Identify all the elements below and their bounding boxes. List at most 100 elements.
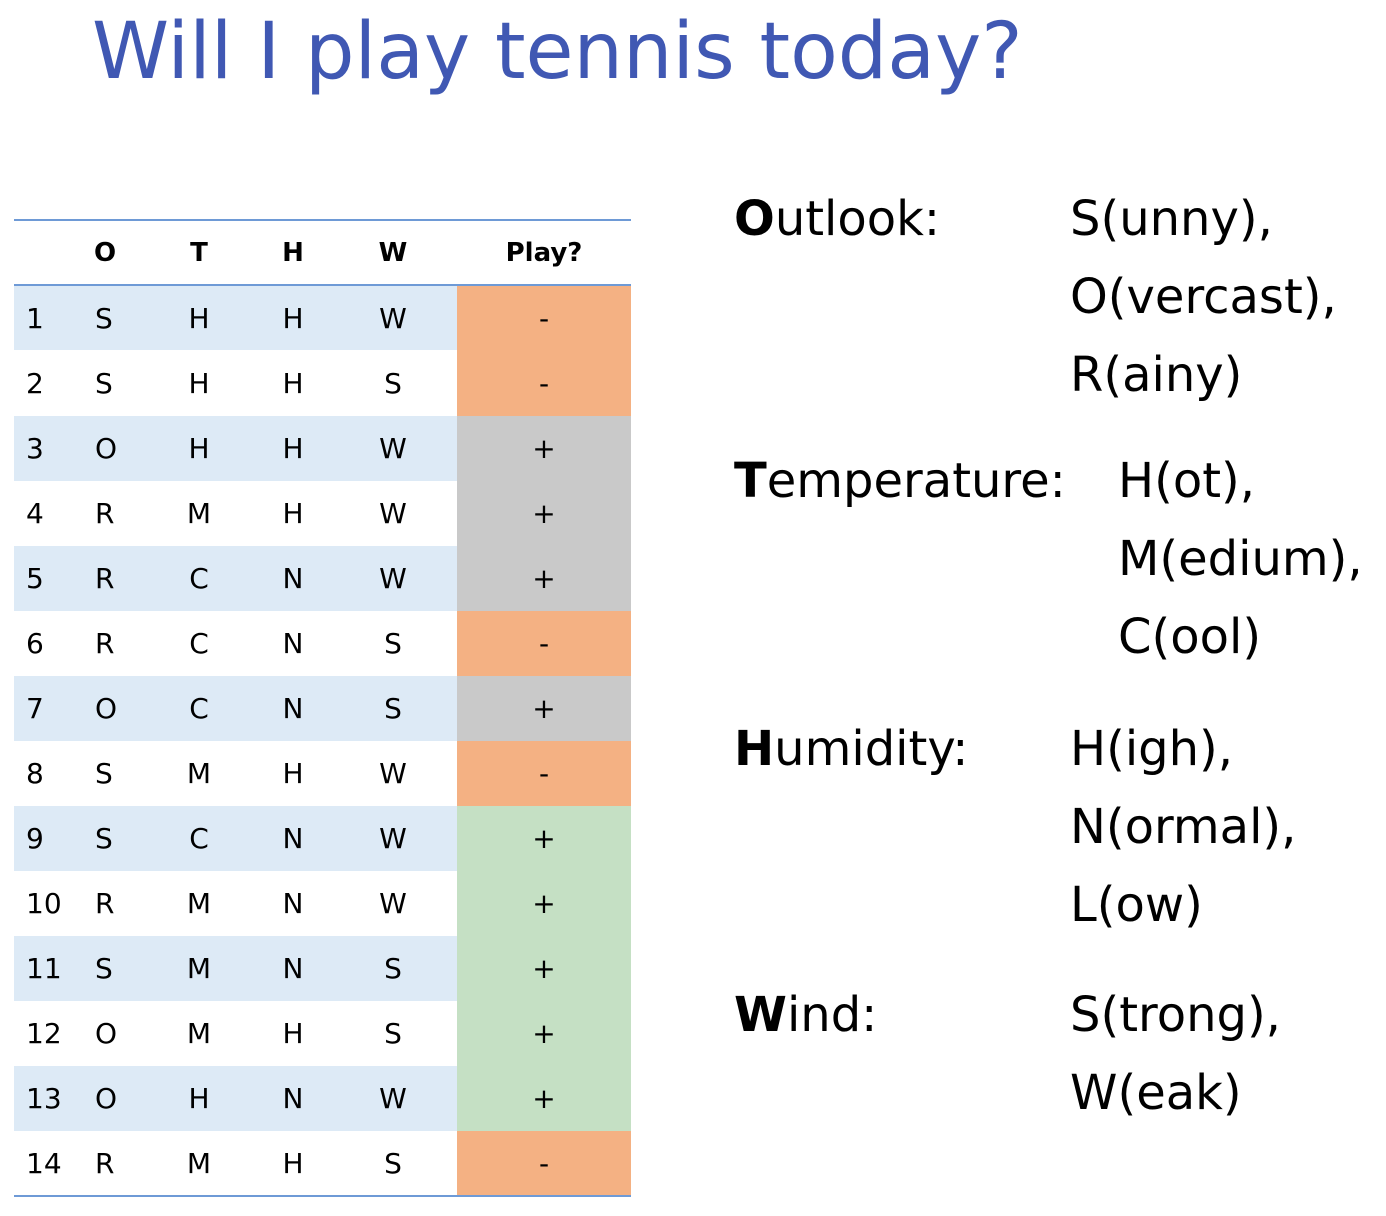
attribute-value: H(ot), — [1118, 453, 1255, 509]
attribute-initial: H — [734, 721, 775, 777]
outlook-cell: R — [95, 627, 115, 660]
attribute-name: Wind: — [734, 976, 877, 1054]
outlook-cell: R — [95, 497, 115, 530]
header-humidity: H — [257, 219, 329, 286]
outlook-cell: R — [69, 1131, 141, 1197]
play-cell: - — [457, 611, 631, 676]
row-index-cell: 10 — [26, 887, 62, 920]
table-row: 7 O C N S + — [14, 676, 631, 741]
play-cell: + — [457, 1001, 631, 1066]
wind-cell: W — [329, 285, 457, 350]
table-header-row: O T H W Play? — [14, 219, 631, 286]
header-index — [14, 219, 69, 286]
play-cell: - — [457, 741, 631, 806]
outlook-cell: S — [95, 757, 113, 790]
attribute-name-rest: emperature: — [766, 453, 1066, 509]
play-cell: + — [457, 676, 631, 741]
header-play: Play? — [457, 219, 631, 286]
table-row: 6 R C N S - — [14, 611, 631, 676]
row-index-cell: 9 — [14, 806, 69, 871]
play-cell: + — [457, 416, 631, 481]
attribute-initial: O — [734, 191, 775, 247]
attribute-name: Humidity: — [734, 710, 968, 788]
humidity-cell: H — [282, 757, 304, 790]
play-cell: + — [457, 481, 631, 546]
table-row: 10 R M N W + — [14, 871, 631, 936]
page-title: Will I play tennis today? — [92, 7, 1023, 97]
table-row: 3 O H H W + — [14, 416, 631, 481]
play-cell: + — [457, 1066, 631, 1131]
wind-cell: W — [379, 887, 407, 920]
outlook-cell: O — [69, 416, 141, 481]
play-cell: - — [457, 1131, 631, 1197]
attribute-name-rest: utlook: — [774, 191, 941, 247]
wind-cell: W — [329, 806, 457, 871]
table-row: 13 O H N W + — [14, 1066, 631, 1131]
wind-cell: W — [329, 1066, 457, 1131]
temperature-cell: H — [141, 1066, 257, 1131]
humidity-cell: N — [257, 546, 329, 611]
table-row: 4 R M H W + — [14, 481, 631, 546]
outlook-cell: O — [95, 1017, 118, 1050]
attribute-value: N(ormal), — [1070, 799, 1297, 855]
attribute-initial: W — [734, 987, 787, 1043]
attribute-name: Temperature: — [734, 442, 1066, 520]
humidity-cell: N — [282, 887, 304, 920]
attribute-value: H(igh), — [1070, 721, 1234, 777]
tennis-data-table-container: O T H W Play? 1 S H H W -2 S H H S -3 O H H W +4 R M H W +5 R… — [14, 219, 631, 1197]
row-index-cell: 6 — [26, 627, 44, 660]
wind-cell: S — [384, 1017, 402, 1050]
outlook-cell: S — [69, 285, 141, 350]
attribute-name: Outlook: — [734, 180, 940, 258]
attribute-value: S(unny), — [1070, 191, 1273, 247]
wind-cell: S — [329, 676, 457, 741]
header-outlook: O — [69, 219, 141, 286]
wind-cell: W — [379, 757, 407, 790]
temperature-cell: M — [141, 936, 257, 1001]
wind-cell: W — [329, 416, 457, 481]
humidity-cell: H — [257, 1131, 329, 1197]
row-index-cell: 13 — [14, 1066, 69, 1131]
table-row: 11 S M N S + — [14, 936, 631, 1001]
humidity-cell: H — [282, 366, 304, 400]
table-row: 12 O M H S + — [14, 1001, 631, 1066]
temperature-cell: M — [186, 757, 212, 790]
attribute-name-rest: ind: — [786, 987, 878, 1043]
play-cell: + — [457, 546, 631, 611]
temperature-cell: H — [141, 416, 257, 481]
row-index-cell: 3 — [14, 416, 69, 481]
row-index-cell: 4 — [26, 497, 44, 530]
play-cell: + — [457, 806, 631, 871]
wind-cell: S — [329, 1131, 457, 1197]
row-index-cell: 14 — [14, 1131, 69, 1197]
outlook-cell: S — [95, 366, 113, 400]
humidity-cell: H — [282, 1017, 304, 1050]
row-index-cell: 5 — [14, 546, 69, 611]
table-row: 8 S M H W - — [14, 741, 631, 806]
humidity-cell: H — [257, 416, 329, 481]
attribute-value: R(ainy) — [1070, 347, 1243, 403]
outlook-cell: O — [69, 676, 141, 741]
outlook-cell: S — [69, 806, 141, 871]
attribute-values: H(igh), N(ormal), L(ow) — [1070, 710, 1296, 944]
play-cell: - — [457, 285, 631, 350]
tennis-data-table: O T H W Play? 1 S H H W -2 S H H S -3 O H H W +4 R M H W +5 R… — [14, 219, 631, 1197]
outlook-cell: O — [69, 1066, 141, 1131]
attribute-values: H(ot), M(edium), C(ool) — [1118, 442, 1363, 676]
row-index-cell: 7 — [14, 676, 69, 741]
table-body: 1 S H H W -2 S H H S -3 O H H W +4 R M H W +5 R C N W +6 R C N S -7 O C N… — [14, 285, 631, 1197]
wind-cell: W — [329, 546, 457, 611]
play-cell: + — [457, 871, 631, 936]
wind-cell: S — [384, 627, 402, 660]
table-row: 9 S C N W + — [14, 806, 631, 871]
row-index-cell: 2 — [26, 366, 44, 400]
humidity-cell: N — [257, 1066, 329, 1131]
play-cell: - — [457, 350, 631, 416]
temperature-cell: M — [186, 497, 212, 530]
row-index-cell: 1 — [14, 285, 69, 350]
row-index-cell: 11 — [14, 936, 69, 1001]
temperature-cell: C — [141, 546, 257, 611]
table-row: 2 S H H S - — [14, 350, 631, 416]
header-wind: W — [329, 219, 457, 286]
